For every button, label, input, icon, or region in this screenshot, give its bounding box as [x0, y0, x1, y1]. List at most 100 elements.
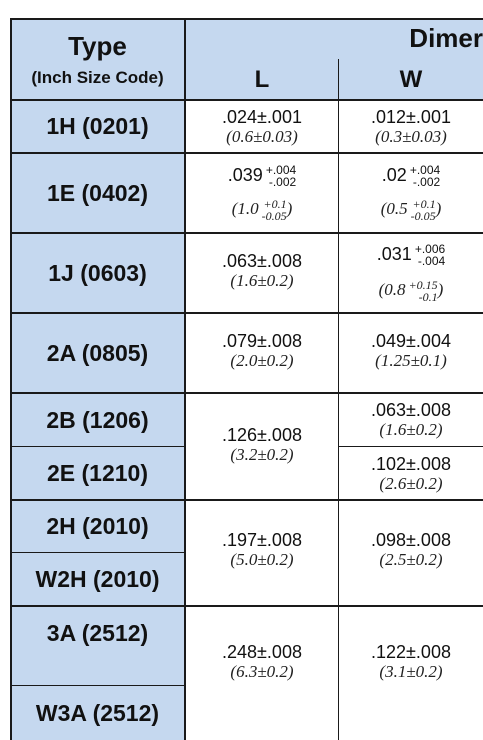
mm-value: (6.3±0.2)	[230, 662, 294, 681]
header-dimensions-cell: Dimer	[185, 18, 483, 59]
inch-value: .122±.008	[371, 642, 451, 662]
mm-value: (0.3±0.03)	[375, 126, 447, 146]
type-cell: 1J (0603)	[10, 233, 185, 313]
inch-value: .197±.008	[222, 530, 302, 550]
dim-w-cell-merged: .098±.008 (2.5±0.2)	[339, 500, 483, 606]
grid-line	[10, 232, 483, 234]
inch-tolerance: +.004 -.002	[266, 164, 296, 188]
type-label: W3A (2512)	[35, 699, 160, 726]
tol-plus: +0.1	[412, 197, 436, 211]
inch-value: .102±.008	[371, 453, 451, 474]
grid-line	[10, 499, 483, 501]
grid-line	[10, 152, 483, 154]
grid-line	[10, 312, 483, 314]
mm-close: )	[286, 198, 293, 218]
dim-w-cell: .102±.008 (2.6±0.2)	[339, 447, 483, 500]
dim-l-cell: .024±.001 (0.6±0.03)	[185, 100, 339, 153]
inch-value: .031 +.006 -.004	[377, 243, 445, 267]
tol-plus: +.004	[265, 163, 297, 177]
header-w: W	[399, 65, 423, 93]
header-l: L	[254, 65, 270, 93]
type-label: 1E (0402)	[46, 179, 148, 206]
mm-open: (0.5	[380, 198, 408, 218]
mm-open: (1.0	[231, 198, 259, 218]
dim-w-cell: .063±.008 (1.6±0.2)	[339, 393, 483, 447]
mm-value: (2.6±0.2)	[379, 473, 443, 493]
mm-value: (1.6±0.2)	[230, 271, 294, 290]
type-cell: W2H (2010)	[10, 553, 185, 606]
dim-l-cell-merged: .248±.008 (6.3±0.2)	[185, 606, 339, 740]
tol-minus: -.002	[412, 175, 441, 189]
mm-value: (1.0 +0.1 -0.05)	[232, 198, 293, 222]
type-label: 2E (1210)	[46, 460, 148, 486]
grid-line	[338, 59, 339, 740]
header-type-cell: Type (Inch Size Code)	[10, 18, 185, 100]
inch-value: .02 +.004 -.002	[382, 164, 440, 188]
inch-value: .248±.008	[222, 642, 302, 662]
tol-minus: -0.05	[410, 209, 436, 223]
grid-line	[10, 446, 185, 447]
tol-plus: +0.15	[408, 278, 438, 292]
grid-line	[10, 685, 185, 686]
inch-value: .126±.008	[222, 425, 302, 445]
tol-plus: +.004	[409, 163, 441, 177]
dim-w-cell: .049±.004 (1.25±0.1)	[339, 313, 483, 393]
type-label: 1H (0201)	[46, 113, 149, 139]
type-cell: 3A (2512)	[10, 606, 185, 686]
dim-l-cell: .079±.008 (2.0±0.2)	[185, 313, 339, 393]
grid-line	[10, 18, 483, 20]
mm-value: (0.5 +0.1 -0.05)	[381, 198, 442, 222]
dim-l-cell: .039 +.004 -.002 (1.0 +0.1 -0.05)	[185, 153, 339, 233]
mm-value: (3.1±0.2)	[379, 662, 443, 681]
grid-line	[10, 552, 185, 553]
type-cell: 2B (1206)	[10, 393, 185, 447]
mm-tolerance: +0.1 -0.05	[411, 198, 436, 222]
tol-minus: -.002	[268, 175, 297, 189]
inch-value: .063±.008	[222, 251, 302, 271]
dim-l-cell-merged: .197±.008 (5.0±0.2)	[185, 500, 339, 606]
tol-plus: +0.1	[263, 197, 287, 211]
mm-tolerance: +0.15 -0.1	[409, 279, 438, 303]
inch-base: .039	[227, 164, 263, 185]
dim-w-cell: .031 +.006 -.004 (0.8 +0.15 -0.1)	[339, 233, 483, 313]
type-label: 2A (0805)	[46, 339, 149, 366]
inch-base: .02	[381, 164, 407, 185]
dim-w-cell-merged: .122±.008 (3.1±0.2)	[339, 606, 483, 740]
inch-tolerance: +.004 -.002	[410, 164, 440, 188]
mm-value: (2.5±0.2)	[379, 550, 443, 569]
inch-value: .049±.004	[371, 331, 451, 351]
type-label: 2H (2010)	[46, 513, 149, 539]
type-label: 2B (1206)	[46, 406, 149, 433]
mm-close: )	[435, 198, 442, 218]
grid-line	[10, 99, 483, 101]
grid-line	[10, 392, 483, 394]
mm-value: (0.6±0.03)	[226, 126, 298, 146]
inch-value: .012±.001	[371, 106, 451, 127]
dim-l-cell-merged: .126±.008 (3.2±0.2)	[185, 393, 339, 500]
mm-tolerance: +0.1 -0.05	[262, 198, 287, 222]
tol-minus: -0.05	[261, 209, 287, 223]
inch-value: .063±.008	[371, 400, 451, 420]
type-label: 3A (2512)	[46, 620, 149, 646]
grid-line	[339, 446, 483, 447]
type-cell: W3A (2512)	[10, 686, 185, 740]
type-cell: 2A (0805)	[10, 313, 185, 393]
tol-minus: -.004	[417, 254, 446, 268]
header-type: Type	[68, 30, 127, 61]
grid-line	[10, 18, 12, 740]
type-cell: 2E (1210)	[10, 447, 185, 500]
type-label: 1J (0603)	[48, 259, 147, 286]
type-cell: 1E (0402)	[10, 153, 185, 233]
mm-value: (5.0±0.2)	[230, 550, 294, 569]
grid-line	[184, 18, 186, 740]
dim-w-cell: .02 +.004 -.002 (0.5 +0.1 -0.05)	[339, 153, 483, 233]
inch-value: .098±.008	[371, 530, 451, 550]
dim-l-cell: .063±.008 (1.6±0.2)	[185, 233, 339, 313]
mm-open: (0.8	[378, 279, 406, 299]
grid-line	[10, 605, 483, 607]
type-label: W2H (2010)	[35, 566, 160, 592]
header-w-cell: W	[339, 59, 483, 100]
type-cell: 2H (2010)	[10, 500, 185, 553]
mm-close: )	[437, 279, 444, 299]
